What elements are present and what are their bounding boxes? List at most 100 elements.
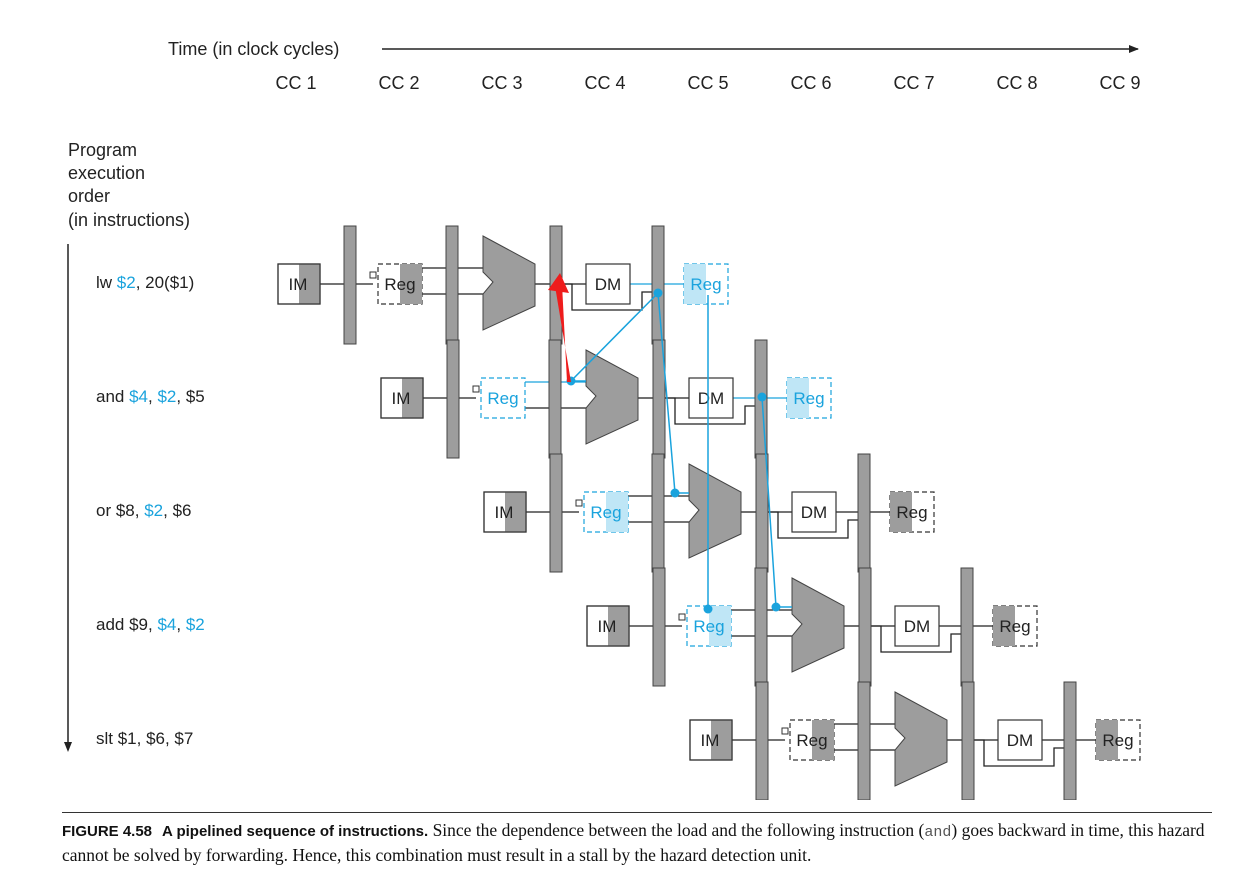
pipeline-register	[343, 225, 357, 345]
alu-shape	[585, 349, 639, 445]
instruction-memory-label: IM	[392, 389, 411, 408]
register-file-box	[480, 377, 526, 419]
dm-bypass-wire	[974, 739, 1064, 767]
register-file-shade	[400, 264, 422, 304]
instruction-memory-border	[277, 263, 321, 305]
instruction-memory-shade	[299, 264, 320, 304]
data-memory-label: DM	[698, 389, 724, 408]
figure-number: FIGURE 4.58	[62, 823, 153, 840]
register-file-label: Reg	[999, 617, 1030, 636]
data-memory-label: DM	[801, 503, 827, 522]
alu-shape	[791, 577, 845, 673]
data-memory-box	[688, 377, 734, 419]
cc-label: CC 2	[378, 73, 419, 93]
pipeline-diagram-svg: Time (in clock cycles) CC 1 CC 2 CC 3 CC 4 C…	[64, 39, 1141, 801]
backward-dependency-arrowhead	[548, 273, 569, 293]
register-file-shade	[709, 606, 731, 646]
cc-label: CC 9	[1099, 73, 1140, 93]
register-write-marker	[369, 271, 377, 279]
backward-dependency-arrow	[555, 284, 571, 382]
instruction-memory-border	[586, 605, 630, 647]
forwarding-junction	[771, 602, 781, 612]
pipeline-row: IM Reg DM Reg	[586, 567, 1038, 687]
data-memory-box	[997, 719, 1043, 761]
register-file-label: Reg	[590, 503, 621, 522]
alu-shape	[482, 235, 536, 331]
register-write-marker	[575, 499, 583, 507]
caption-text-2: ) goes backward in time, this hazard can…	[62, 820, 1205, 865]
cc-label: CC 4	[584, 73, 625, 93]
pipeline-register	[961, 681, 975, 801]
instruction-memory-shade	[711, 720, 732, 760]
register-file-shade	[1096, 720, 1118, 760]
instruction-memory-label: IM	[495, 503, 514, 522]
pipeline-register	[858, 567, 872, 687]
pipeline-row: IM Reg DM Reg	[483, 453, 935, 573]
cc-label: CC 8	[996, 73, 1037, 93]
pipeline-register	[857, 453, 871, 573]
pipeline-register	[651, 453, 665, 573]
pipeline-row: IM Reg DM Reg	[689, 681, 1141, 801]
caption-text-1: Since the dependence between the load an…	[428, 820, 925, 840]
cc-label: CC 1	[275, 73, 316, 93]
instruction-memory-label: IM	[598, 617, 617, 636]
data-memory-box	[791, 491, 837, 533]
instruction-label: lw $2, 20($1)	[96, 273, 194, 292]
pipeline-register	[960, 567, 974, 687]
register-file-shade	[684, 264, 706, 304]
register-file-shade	[606, 492, 628, 532]
dm-bypass-wire	[768, 511, 858, 539]
instruction-memory-label: IM	[289, 275, 308, 294]
dm-bypass-wire	[871, 625, 961, 653]
cc-label: CC 6	[790, 73, 831, 93]
register-write-marker	[472, 385, 480, 393]
figure-caption: FIGURE 4.58 A pipelined sequence of instr…	[62, 812, 1212, 866]
dm-bypass-wire	[562, 283, 652, 311]
dm-bypass-wire	[665, 397, 755, 425]
instruction-label: or $8, $2, $6	[96, 501, 191, 520]
register-file-shade	[993, 606, 1015, 646]
program-order-arrowhead	[64, 742, 72, 752]
pipeline-register	[652, 567, 666, 687]
register-file-label: Reg	[384, 275, 415, 294]
program-order-label: Program execution order (in instructions…	[68, 140, 190, 230]
instruction-label: add $9, $4, $2	[96, 615, 205, 634]
register-file-label: Reg	[693, 617, 724, 636]
data-memory-label: DM	[904, 617, 930, 636]
instruction-memory-shade	[505, 492, 526, 532]
instruction-memory-border	[689, 719, 733, 761]
instruction-label: and $4, $2, $5	[96, 387, 205, 406]
pipeline-diagram: Time (in clock cycles) CC 1 CC 2 CC 3 CC 4 C…	[64, 39, 1141, 801]
forwarding-junction	[757, 392, 767, 402]
figure-title: A pipelined sequence of instructions.	[162, 823, 429, 840]
data-memory-box	[585, 263, 631, 305]
register-file-shade	[890, 492, 912, 532]
instruction-memory-border	[483, 491, 527, 533]
instruction-memory-shade	[608, 606, 629, 646]
data-memory-label: DM	[1007, 731, 1033, 750]
pipeline-register	[548, 339, 562, 459]
pipeline-row: IM Reg DM Reg	[380, 339, 832, 459]
forwarding-junction	[703, 604, 713, 614]
register-write-marker	[678, 613, 686, 621]
time-axis-label: Time (in clock cycles)	[168, 39, 339, 59]
forwarding-junction	[670, 488, 680, 498]
instruction-memory-shade	[402, 378, 423, 418]
register-file-label: Reg	[793, 389, 824, 408]
pipeline-row: IM Reg DM Reg	[277, 225, 729, 345]
register-write-marker	[781, 727, 789, 735]
data-memory-label: DM	[595, 275, 621, 294]
register-file-label: Reg	[796, 731, 827, 750]
instruction-memory-label: IM	[701, 731, 720, 750]
alu-shape	[688, 463, 742, 559]
pipeline-register	[446, 339, 460, 459]
register-file-label: Reg	[1102, 731, 1133, 750]
instruction-memory-border	[380, 377, 424, 419]
pipeline-register	[754, 567, 768, 687]
pipeline-register	[755, 453, 769, 573]
pipeline-register	[445, 225, 459, 345]
register-file-shade	[812, 720, 834, 760]
instruction-label: slt $1, $6, $7	[96, 729, 193, 748]
forwarding-junction	[653, 288, 663, 298]
alu-shape	[894, 691, 948, 787]
